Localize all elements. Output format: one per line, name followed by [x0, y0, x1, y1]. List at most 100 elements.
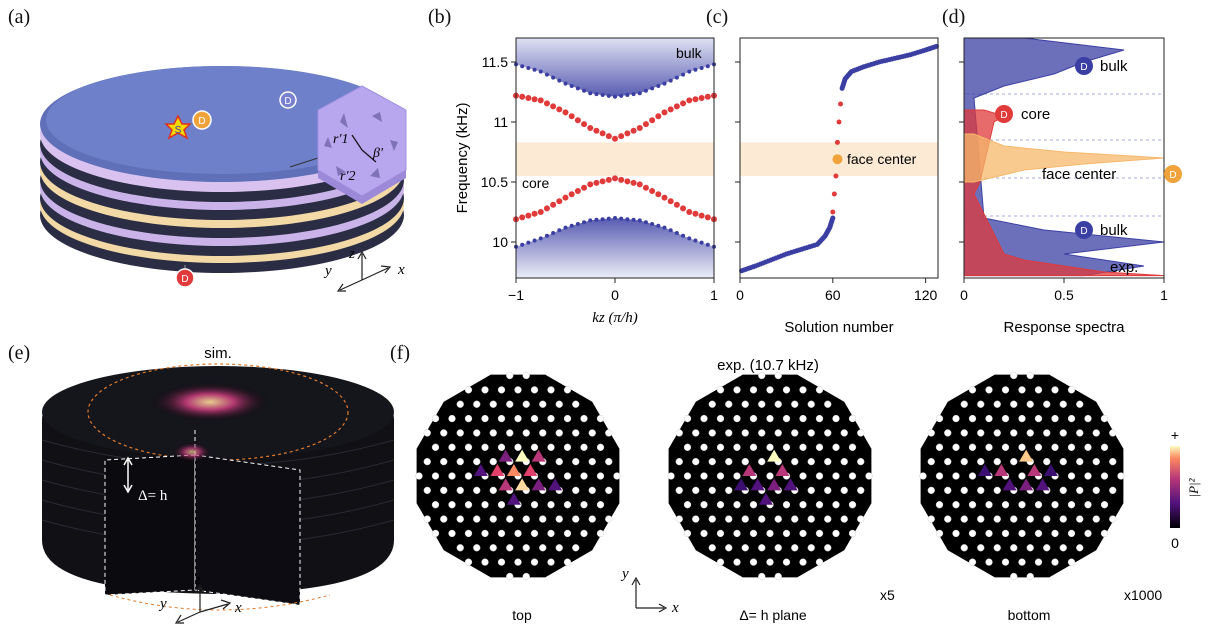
lattice-site [807, 429, 815, 437]
lattice-site [791, 400, 799, 408]
lattice-site [960, 400, 968, 408]
lattice-site [580, 529, 588, 538]
lattice-site [791, 544, 799, 552]
lattice-site [481, 558, 489, 566]
lattice-site [832, 529, 840, 538]
lattice-site [522, 515, 530, 523]
lattice-site [1059, 457, 1067, 466]
lattice-site [1109, 486, 1117, 495]
lattice-site [473, 429, 481, 437]
lattice-site [952, 501, 960, 509]
lattice-site [700, 501, 708, 509]
lattice-site [766, 558, 774, 566]
band-point [569, 84, 574, 88]
lattice-site [815, 529, 824, 538]
solution-point [833, 173, 839, 179]
band-point [655, 191, 662, 198]
lattice-site [1076, 429, 1084, 437]
lattice-site [749, 414, 758, 423]
lattice-site [774, 400, 782, 408]
lattice-site [415, 472, 423, 480]
lattice-site [927, 429, 935, 437]
lattice-site [733, 558, 741, 566]
lattice-site [857, 457, 865, 466]
lattice-site [464, 443, 473, 451]
lattice-site [1043, 515, 1051, 523]
field-hotspot [515, 478, 530, 491]
lattice-site [977, 457, 985, 466]
lattice-site [1043, 457, 1051, 466]
lattice-site [774, 544, 782, 552]
lattice-site [725, 457, 733, 466]
axis-y-a: y [323, 263, 332, 279]
lattice-site [1109, 429, 1117, 437]
lattice-site [588, 515, 596, 523]
lattice-site [1001, 529, 1010, 538]
panel-a-structure: S D D D r′1 β′ r′2 [40, 66, 407, 292]
band-point [662, 225, 667, 230]
lattice-site [473, 544, 481, 552]
lattice-site [791, 515, 799, 523]
lattice-site [489, 486, 497, 495]
maps-group [415, 371, 1125, 581]
lattice-site [741, 429, 749, 437]
band-point [680, 100, 687, 107]
lattice-site [481, 529, 489, 538]
annotation-bulk-d-bottom: bulk [1100, 222, 1128, 239]
panel-label-b: (b) [428, 6, 452, 28]
lattice-site [857, 429, 865, 437]
field-hotspot-mid [172, 442, 212, 462]
inset-r2: r′2 [340, 169, 356, 184]
lattice-site [733, 501, 741, 509]
lattice-site [919, 472, 927, 480]
band-point [557, 228, 562, 233]
lattice-site [716, 472, 725, 480]
band-point [680, 205, 687, 212]
band-point [613, 216, 617, 220]
lattice-site [489, 515, 497, 523]
field-hotspot [767, 449, 782, 462]
lattice-site [824, 486, 832, 495]
band-point [642, 184, 649, 191]
lattice-site [782, 386, 791, 394]
xtick-label: 1 [1160, 287, 1168, 303]
band-point [520, 242, 525, 247]
band-point [681, 233, 686, 238]
lattice-site [481, 414, 489, 423]
solution-point [830, 215, 836, 221]
lattice-site [993, 515, 1001, 523]
lattice-site [708, 515, 716, 523]
band-point [692, 210, 699, 217]
lattice-site [514, 529, 522, 538]
band-point [551, 231, 556, 235]
lattice-site [741, 457, 749, 466]
lattice-site [506, 515, 514, 523]
band-point [699, 240, 704, 245]
lattice-site [977, 515, 985, 523]
lattice-site [1018, 443, 1026, 451]
lattice-site [481, 501, 489, 509]
lattice-site [716, 386, 725, 394]
lattice-site [993, 457, 1001, 466]
lattice-site [481, 443, 489, 451]
band-point [599, 178, 606, 185]
band-point [605, 133, 612, 140]
field-hotspot [498, 478, 513, 491]
response-area [963, 109, 1165, 277]
lattice-site [692, 515, 700, 523]
lattice-site [563, 529, 572, 538]
lattice-site [1084, 472, 1092, 480]
band-point [574, 117, 581, 124]
lattice-site [1026, 400, 1034, 408]
field-hotspot [1019, 478, 1034, 491]
lattice-site [1076, 544, 1084, 552]
lattice-site [1010, 457, 1018, 466]
lattice-site [815, 414, 824, 423]
lattice-site [1084, 529, 1092, 538]
lattice-site [580, 414, 588, 423]
panel-f-exp: exp. (10.7 kHz) top Δ= h plane bottom x5… [415, 357, 1201, 623]
lattice-site [506, 572, 514, 581]
lattice-site [1034, 386, 1043, 394]
lattice-site [431, 414, 440, 423]
d-marker-bulk-top-label: D [1080, 62, 1087, 73]
